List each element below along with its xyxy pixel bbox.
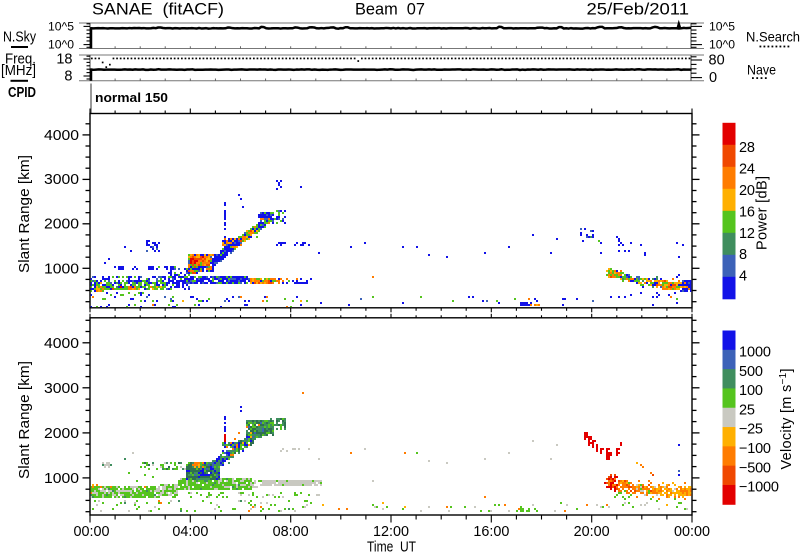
svg-text:4000: 4000 [44,336,79,352]
svg-text:500: 500 [739,364,763,380]
svg-text:1000: 1000 [44,471,79,487]
svg-text:3000: 3000 [44,172,79,188]
svg-text:00:00: 00:00 [674,524,710,540]
svg-text:8: 8 [64,69,72,85]
svg-text:Beam 07: Beam 07 [355,0,425,19]
svg-text:N.Sky: N.Sky [3,30,37,46]
svg-text:1000: 1000 [739,345,771,361]
svg-text:24: 24 [739,162,755,178]
svg-text:16: 16 [739,204,755,220]
svg-text:CPID: CPID [8,85,36,101]
svg-text:4: 4 [739,269,747,285]
svg-text:8: 8 [739,247,747,263]
svg-text:3000: 3000 [44,381,79,397]
svg-text:10^5: 10^5 [48,22,74,34]
svg-text:20: 20 [739,183,755,199]
svg-text:10^0: 10^0 [48,40,74,52]
svg-text:normal 150: normal 150 [95,90,168,105]
svg-text:10^0: 10^0 [709,40,735,52]
svg-text:16:00: 16:00 [473,524,509,540]
svg-text:20:00: 20:00 [574,524,610,540]
svg-text:SANAE (fitACF): SANAE (fitACF) [92,0,224,19]
svg-text:2000: 2000 [44,216,79,232]
svg-text:[MHz]: [MHz] [1,63,36,79]
svg-text:Velocity [m s−1]: Velocity [m s−1] [778,369,795,470]
svg-text:−100: −100 [739,441,771,457]
svg-text:08:00: 08:00 [273,524,309,540]
svg-text:Time UT: Time UT [367,540,416,554]
svg-text:28: 28 [739,140,755,156]
svg-text:4000: 4000 [44,128,79,144]
svg-text:12:00: 12:00 [373,524,409,540]
svg-text:25: 25 [739,402,755,418]
svg-text:−25: −25 [739,422,763,438]
svg-text:04:00: 04:00 [172,524,208,540]
svg-text:Nave: Nave [747,62,776,78]
svg-text:Slant Range [km]: Slant Range [km] [17,155,33,273]
svg-text:1000: 1000 [44,261,79,277]
svg-text:00:00: 00:00 [74,524,110,540]
svg-text:Freq.: Freq. [5,52,36,68]
svg-text:0: 0 [709,70,717,86]
svg-text:−1000: −1000 [739,480,779,496]
svg-text:10^5: 10^5 [709,22,735,34]
svg-text:18: 18 [56,52,72,68]
svg-text:−500: −500 [739,460,771,476]
svg-text:25/Feb/2011: 25/Feb/2011 [587,0,690,19]
svg-text:12: 12 [739,226,755,242]
svg-text:100: 100 [739,383,763,399]
svg-text:2000: 2000 [44,426,79,442]
svg-text:Slant Range [km]: Slant Range [km] [17,361,33,479]
svg-text:80: 80 [709,53,725,69]
svg-text:Power [dB]: Power [dB] [755,176,771,250]
svg-text:N.Search: N.Search [746,29,800,45]
